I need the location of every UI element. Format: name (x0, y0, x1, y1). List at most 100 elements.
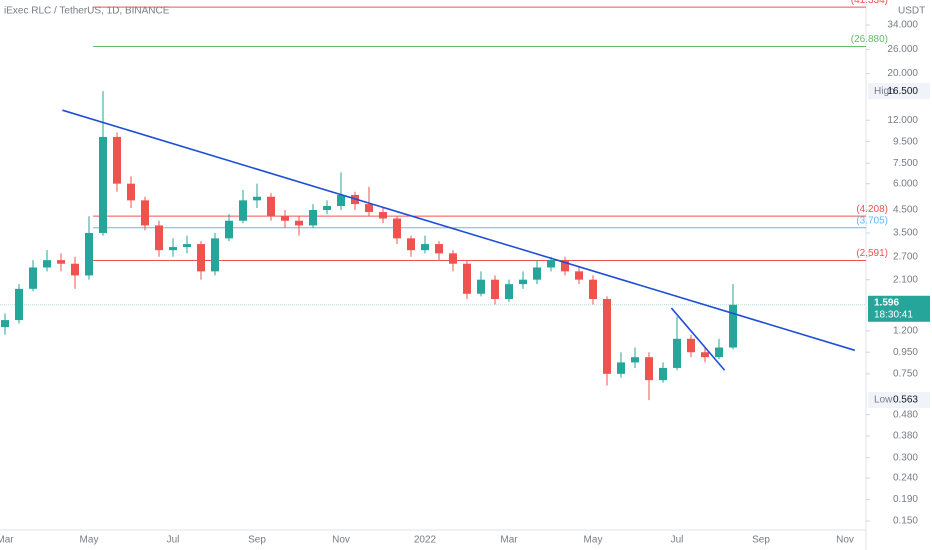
candle-body (141, 200, 149, 226)
y-tick-label: 0.150 (893, 516, 918, 527)
level-label: (4.208) (856, 204, 888, 215)
y-tick-label: 0.190 (893, 494, 918, 505)
high-marker (868, 83, 930, 100)
x-tick-label: Nov (836, 535, 854, 546)
chart-title: iExec RLC / TetherUS, 1D, BINANCE (4, 6, 170, 17)
candle-body (463, 263, 471, 294)
candle-body (323, 205, 331, 210)
price-label (868, 295, 930, 322)
marker-value: 0.563 (893, 395, 918, 406)
level-label: (2.591) (856, 248, 888, 259)
y-tick-label: 20.000 (887, 68, 918, 79)
candle-body (645, 357, 653, 381)
candle-body (281, 216, 289, 221)
candle-body (57, 260, 65, 264)
candle-body (617, 362, 625, 374)
candle-body (533, 267, 541, 280)
candle-body (225, 220, 233, 239)
trendline (670, 307, 726, 371)
candle-body (183, 244, 191, 248)
candle-body (407, 238, 415, 251)
x-tick-label: Nov (332, 535, 350, 546)
candle-body (701, 352, 709, 358)
marker-text: High (874, 86, 895, 97)
y-tick-label: 2.100 (893, 274, 918, 285)
y-tick-label: 0.380 (893, 431, 918, 442)
x-tick-label: Mar (0, 535, 14, 546)
candle-body (603, 299, 611, 374)
candle-body (155, 225, 163, 251)
candle-body (491, 279, 499, 300)
currency-label: USDT (898, 6, 925, 17)
candle-body (197, 244, 205, 272)
candle-body (631, 357, 639, 363)
candle-body (673, 338, 681, 368)
candle-body (575, 271, 583, 280)
candle-body (435, 244, 443, 254)
y-tick-label: 0.240 (893, 473, 918, 484)
candle-body (337, 195, 345, 206)
level-label: (26.880) (851, 34, 888, 45)
x-tick-label: Sep (248, 535, 266, 546)
candle-body (729, 304, 737, 348)
candle-body (715, 347, 723, 358)
candle-body (421, 244, 429, 251)
candle-body (379, 212, 387, 219)
candle-body (659, 367, 667, 381)
candle-body (393, 218, 401, 239)
candle-body (295, 220, 303, 226)
y-tick-label: 26.000 (887, 44, 918, 55)
level-label: (3.705) (856, 215, 888, 226)
countdown: 18:30:41 (874, 309, 913, 320)
candle-body (505, 284, 513, 300)
x-tick-label: May (80, 535, 99, 546)
y-tick-label: 0.480 (893, 409, 918, 420)
candle-body (85, 232, 93, 276)
candle-body (253, 196, 261, 201)
candle-body (365, 204, 373, 213)
candle-body (1, 320, 9, 328)
candle-body (449, 253, 457, 264)
candle-body (477, 279, 485, 294)
x-tick-label: Jul (671, 535, 684, 546)
y-tick-label: 3.500 (893, 228, 918, 239)
candle-body (309, 209, 317, 226)
y-tick-label: 2.700 (893, 251, 918, 262)
low-marker (868, 392, 930, 409)
x-tick-label: Sep (752, 535, 770, 546)
candle-body (211, 238, 219, 272)
marker-text: Low (874, 395, 893, 406)
x-tick-label: May (584, 535, 603, 546)
y-tick-label: 6.000 (893, 178, 918, 189)
y-tick-label: 7.500 (893, 158, 918, 169)
y-tick-label: 0.950 (893, 347, 918, 358)
level-label: (41.334) (851, 0, 888, 6)
y-tick-label: 34.000 (887, 20, 918, 31)
y-tick-label: 1.200 (893, 326, 918, 337)
y-tick-label: 4.500 (893, 205, 918, 216)
x-tick-label: Mar (500, 535, 518, 546)
candle-body (519, 279, 527, 285)
candle-body (239, 200, 247, 221)
candle-body (169, 247, 177, 251)
candle-body (99, 136, 107, 233)
candle-body (547, 260, 555, 268)
y-tick-label: 12.000 (887, 115, 918, 126)
y-tick-label: 0.300 (893, 452, 918, 463)
candle-body (267, 196, 275, 217)
marker-value: 16.500 (887, 86, 918, 97)
candle-body (127, 183, 135, 201)
x-tick-label: 2022 (414, 535, 437, 546)
candle-body (43, 260, 51, 268)
x-tick-label: Jul (167, 535, 180, 546)
trendline (62, 109, 856, 352)
candle-body (71, 263, 79, 276)
candle-body (29, 267, 37, 289)
candle-body (687, 338, 695, 353)
y-tick-label: 0.750 (893, 368, 918, 379)
candle-body (113, 136, 121, 184)
candle-body (589, 279, 597, 300)
price-value: 1.596 (874, 297, 899, 308)
y-tick-label: 9.500 (893, 136, 918, 147)
